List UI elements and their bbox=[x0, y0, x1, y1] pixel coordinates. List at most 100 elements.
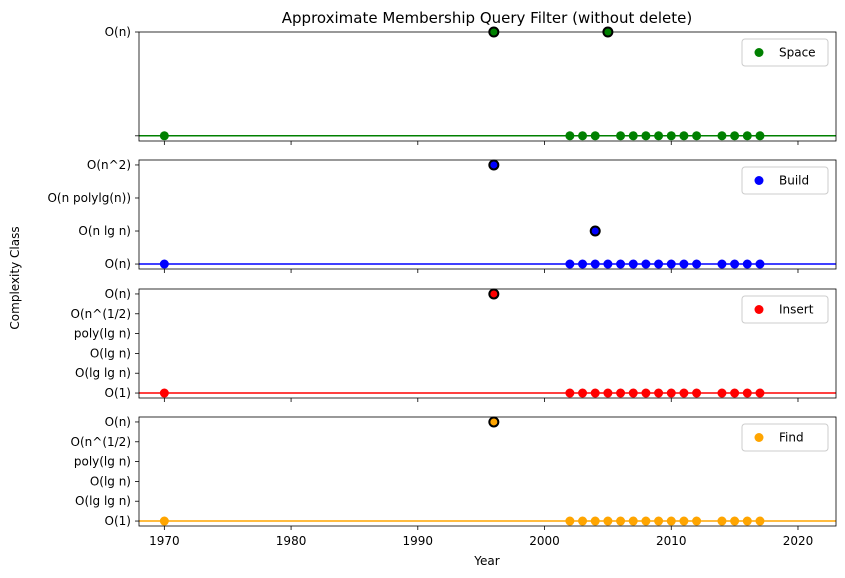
data-point bbox=[641, 516, 651, 526]
data-point bbox=[565, 516, 575, 526]
data-point bbox=[628, 131, 638, 141]
highlight-point bbox=[589, 225, 601, 237]
data-point bbox=[742, 131, 752, 141]
y-tick-label: O(n polylg(n)) bbox=[47, 191, 131, 205]
data-point bbox=[654, 131, 664, 141]
highlight-point bbox=[488, 416, 500, 428]
legend-marker bbox=[754, 176, 764, 185]
data-point bbox=[679, 259, 689, 269]
data-point bbox=[730, 259, 740, 269]
data-point bbox=[616, 259, 626, 269]
data-point bbox=[755, 131, 765, 141]
data-point bbox=[730, 516, 740, 526]
data-point bbox=[590, 516, 600, 526]
y-tick-label: O(n^(1/2) bbox=[71, 435, 131, 449]
data-point bbox=[578, 259, 588, 269]
data-point bbox=[628, 388, 638, 398]
data-point bbox=[666, 388, 676, 398]
data-point bbox=[692, 388, 702, 398]
data-point bbox=[578, 388, 588, 398]
legend: Space bbox=[741, 38, 829, 67]
data-point bbox=[590, 388, 600, 398]
x-tick-label: 1990 bbox=[403, 534, 434, 548]
panel-build: O(n) O(n lg n) O(n polylg(n)) O(n^2) Build bbox=[47, 158, 837, 273]
data-point bbox=[717, 388, 727, 398]
y-axis-label: Complexity Class bbox=[8, 226, 22, 329]
data-point bbox=[742, 388, 752, 398]
data-point bbox=[666, 259, 676, 269]
legend-box bbox=[741, 166, 829, 195]
y-tick-label: O(lg n) bbox=[90, 346, 131, 360]
data-point bbox=[159, 388, 169, 398]
data-point bbox=[654, 388, 664, 398]
axes-frame bbox=[138, 31, 837, 142]
highlight-point bbox=[602, 26, 614, 38]
x-axis-label: Year bbox=[473, 554, 499, 568]
data-point bbox=[755, 388, 765, 398]
x-tick-label: 1970 bbox=[149, 534, 180, 548]
data-point bbox=[692, 131, 702, 141]
x-tick-label: 2010 bbox=[656, 534, 687, 548]
legend-box bbox=[741, 423, 829, 452]
data-point bbox=[565, 131, 575, 141]
data-point bbox=[590, 259, 600, 269]
data-point bbox=[578, 516, 588, 526]
axes-frame bbox=[138, 416, 837, 527]
data-point bbox=[159, 131, 169, 141]
x-tick-label: 2020 bbox=[783, 534, 814, 548]
data-point bbox=[730, 131, 740, 141]
x-tick-label: 1980 bbox=[276, 534, 307, 548]
data-point bbox=[654, 516, 664, 526]
y-tick-label: O(1) bbox=[105, 514, 131, 528]
panel-find: O(1) O(lg lg n) O(lg n) poly(lg n) O(n^(1/2)… bbox=[71, 415, 837, 548]
data-point bbox=[565, 388, 575, 398]
y-tick-label: O(n) bbox=[105, 287, 131, 301]
data-point bbox=[717, 131, 727, 141]
y-tick-label: poly(lg n) bbox=[74, 327, 131, 341]
data-point bbox=[679, 388, 689, 398]
y-tick-label: O(n^(1/2) bbox=[71, 307, 131, 321]
legend-marker bbox=[754, 305, 764, 314]
data-point bbox=[641, 388, 651, 398]
data-point bbox=[717, 259, 727, 269]
data-point bbox=[159, 259, 169, 269]
axes-frame bbox=[138, 159, 837, 270]
data-point bbox=[616, 131, 626, 141]
axes-frame bbox=[138, 288, 837, 399]
data-point bbox=[679, 131, 689, 141]
legend-label: Space bbox=[779, 46, 816, 60]
y-tick-label: O(n) bbox=[105, 25, 131, 39]
data-point bbox=[641, 259, 651, 269]
legend-marker bbox=[754, 433, 764, 442]
x-tick-label: 2000 bbox=[529, 534, 560, 548]
data-point bbox=[679, 516, 689, 526]
data-point bbox=[628, 259, 638, 269]
legend: Find bbox=[741, 423, 829, 452]
data-point bbox=[616, 388, 626, 398]
data-point bbox=[666, 516, 676, 526]
data-point bbox=[717, 516, 727, 526]
legend-label: Find bbox=[779, 431, 804, 445]
data-point bbox=[628, 516, 638, 526]
data-point bbox=[730, 388, 740, 398]
data-point bbox=[603, 388, 613, 398]
data-point bbox=[565, 259, 575, 269]
data-point bbox=[755, 259, 765, 269]
data-point bbox=[755, 516, 765, 526]
y-tick-label: O(lg n) bbox=[90, 474, 131, 488]
data-point bbox=[692, 259, 702, 269]
y-tick-label: O(n) bbox=[105, 415, 131, 429]
data-point bbox=[159, 516, 169, 526]
data-point bbox=[616, 516, 626, 526]
data-point bbox=[578, 131, 588, 141]
y-tick-label: O(lg lg n) bbox=[75, 494, 131, 508]
legend-marker bbox=[754, 48, 764, 57]
panel-space: O(n) Space bbox=[105, 25, 837, 145]
data-point bbox=[654, 259, 664, 269]
data-point bbox=[603, 259, 613, 269]
y-tick-label: O(lg lg n) bbox=[75, 366, 131, 380]
highlight-point bbox=[488, 26, 500, 38]
chart-title: Approximate Membership Query Filter (wit… bbox=[282, 9, 692, 27]
data-point bbox=[666, 131, 676, 141]
